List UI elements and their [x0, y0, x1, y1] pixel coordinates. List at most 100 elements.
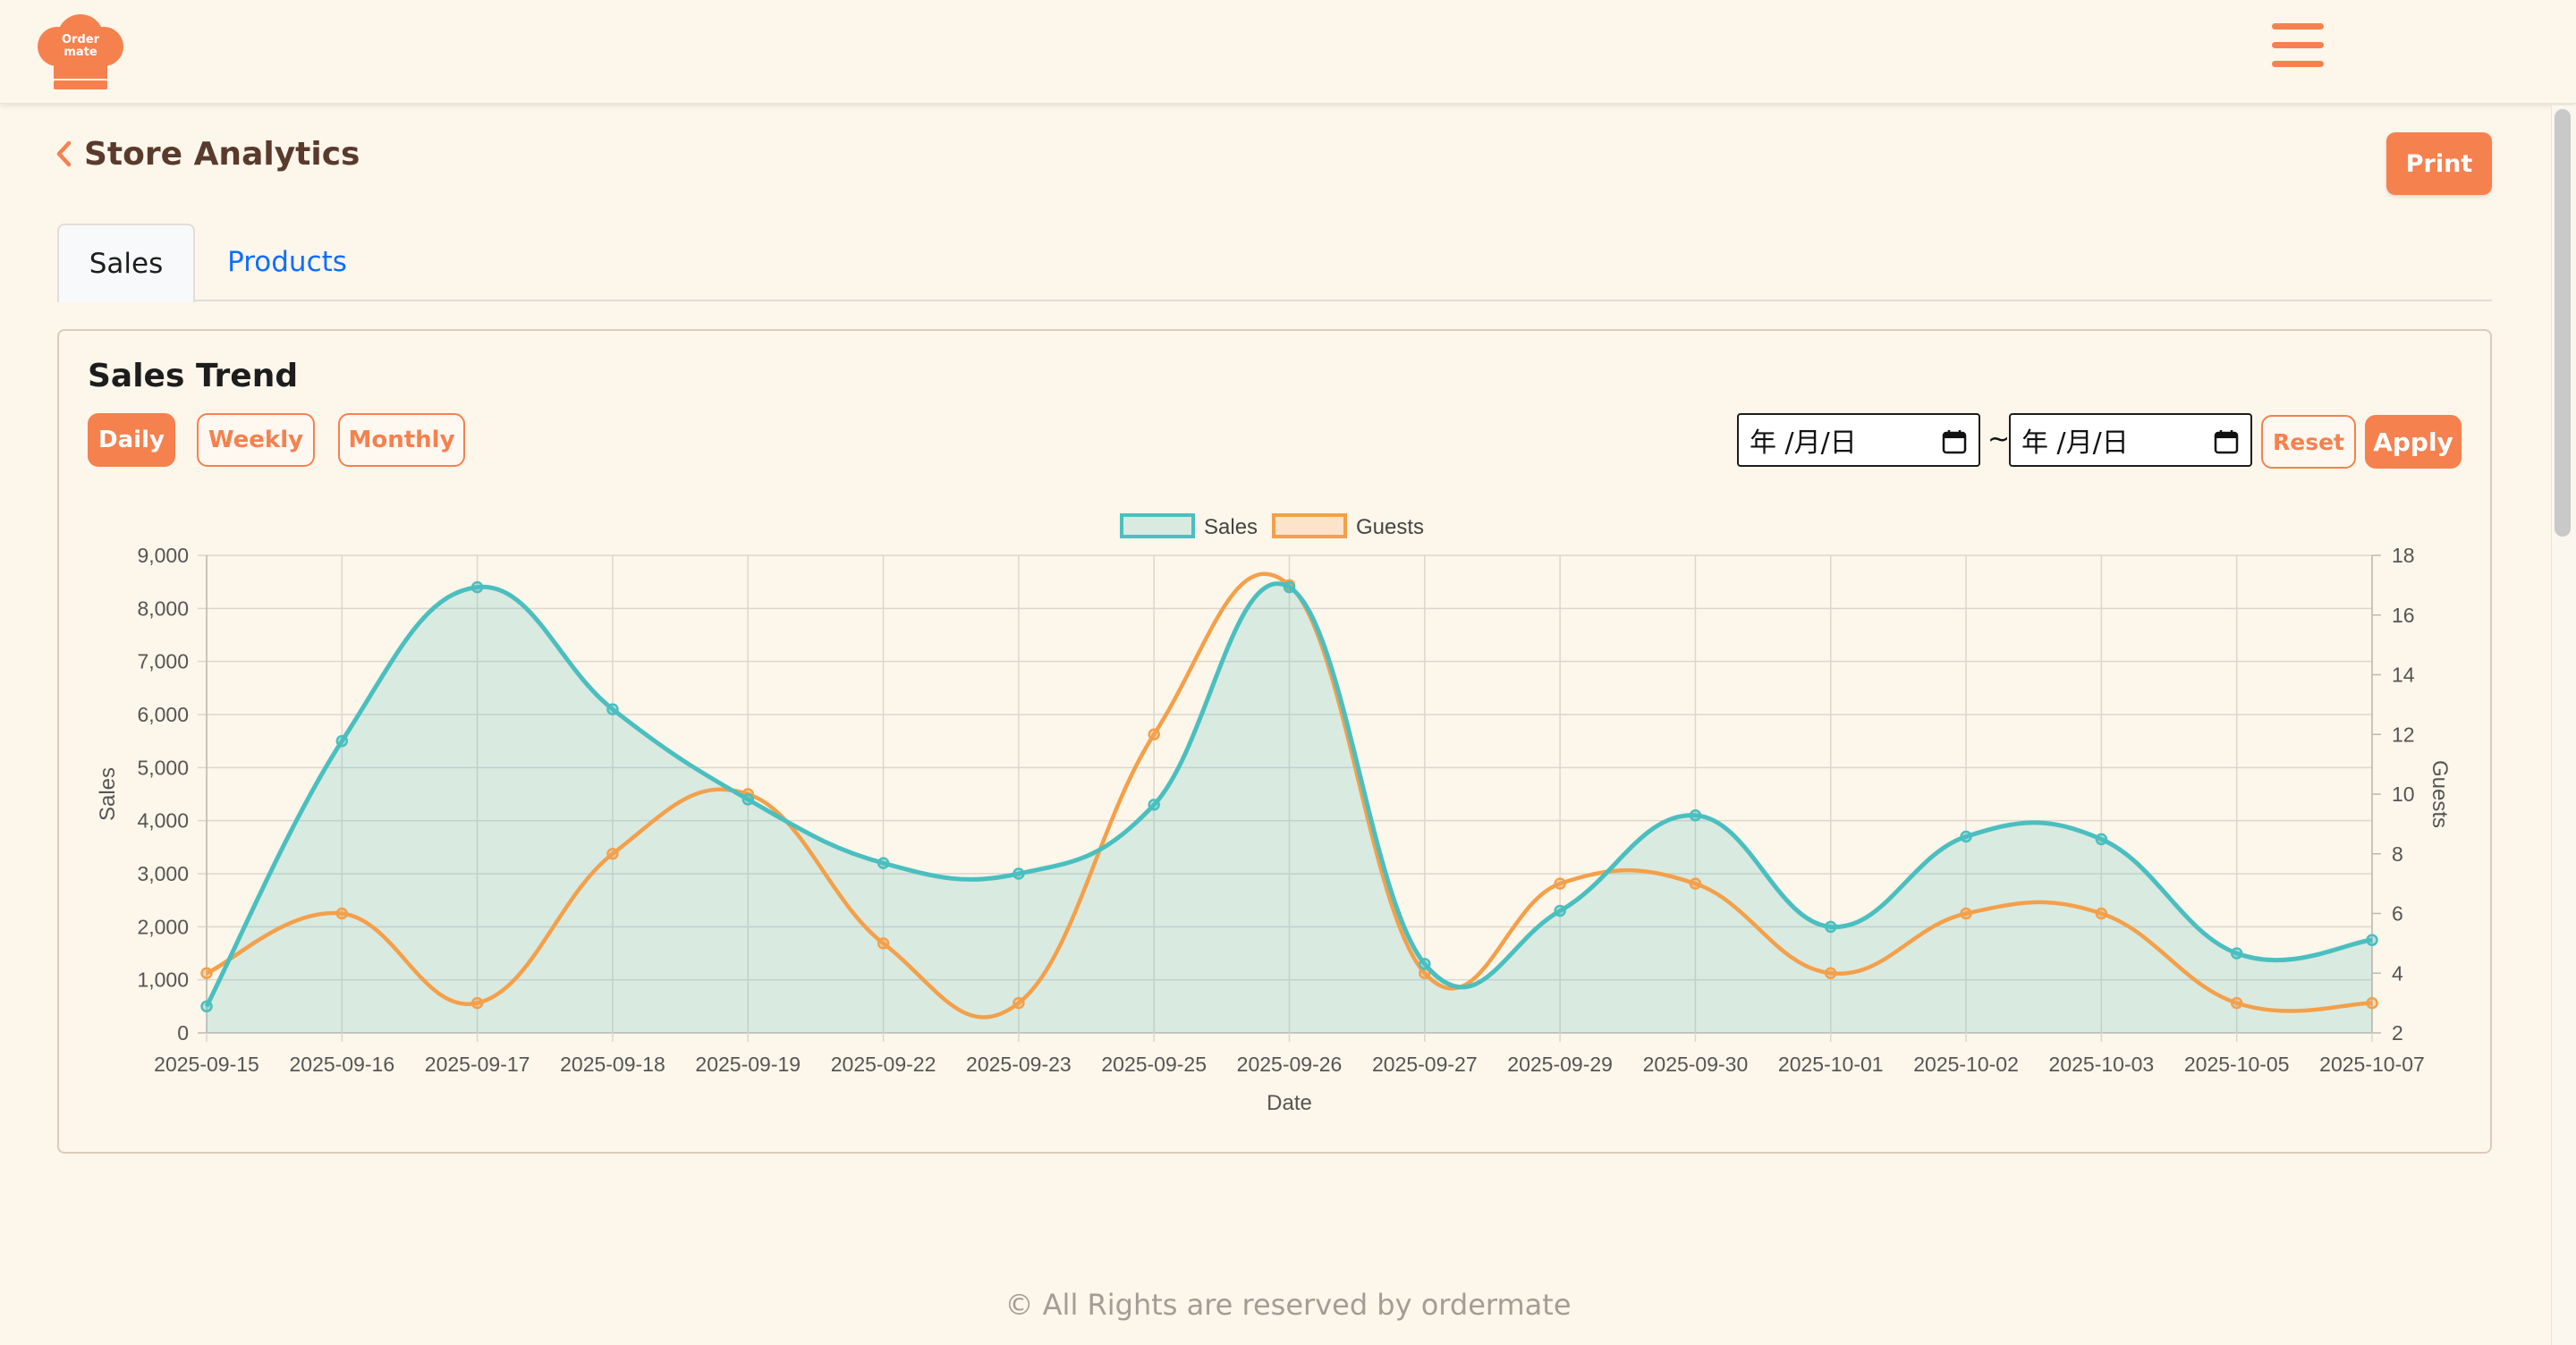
date-from-placeholder: 年 /月/日 [1750, 427, 1857, 459]
guests-data-point [1554, 877, 1566, 890]
sales-data-point [877, 857, 890, 869]
sales-data-point [335, 734, 349, 748]
period-monthly-button[interactable]: Monthly [338, 413, 465, 467]
calendar-icon[interactable] [1941, 428, 1968, 455]
card-title: Sales Trend [88, 358, 299, 394]
x-tick-label: 2025-09-29 [1507, 1053, 1613, 1076]
menu-icon[interactable] [2272, 23, 2326, 70]
sales-data-point [200, 1000, 213, 1013]
logo-text-line1: Order [62, 33, 99, 47]
scrollbar-thumb[interactable] [2555, 109, 2571, 537]
x-tick-label: 2025-09-25 [1101, 1053, 1207, 1076]
x-tick-label: 2025-09-23 [966, 1053, 1072, 1076]
x-tick-label: 2025-10-03 [2049, 1053, 2155, 1076]
y-tick-label: 5,000 [137, 756, 189, 779]
reset-button[interactable]: Reset [2261, 415, 2356, 469]
sales-data-point [1419, 958, 1431, 970]
guests-data-point [1825, 967, 1837, 979]
footer-copyright: © All Rights are reserved by ordermate [1004, 1288, 1572, 1322]
x-tick-label: 2025-09-30 [1643, 1053, 1749, 1076]
guests-data-point [335, 907, 349, 920]
x-tick-label: 2025-09-27 [1372, 1053, 1478, 1076]
legend-guests-swatch [1272, 513, 1347, 538]
calendar-icon[interactable] [2213, 428, 2240, 455]
guests-data-point [606, 848, 619, 860]
x-tick-label: 2025-09-22 [831, 1053, 936, 1076]
sales-data-point [741, 793, 754, 806]
x-tick-label: 2025-09-15 [154, 1053, 259, 1076]
legend-guests-label: Guests [1356, 515, 1424, 539]
guests-data-point [2095, 907, 2108, 920]
sales-data-point [2366, 934, 2378, 946]
y-tick-label: 7,000 [137, 650, 189, 673]
print-button[interactable]: Print [2386, 132, 2492, 195]
y2-tick-label: 4 [2392, 961, 2403, 985]
y2-tick-label: 10 [2392, 782, 2415, 806]
guests-data-point [1960, 907, 1972, 920]
guests-data-point [2230, 996, 2243, 1010]
ordermate-logo[interactable]: Order mate [34, 13, 127, 93]
y2-tick-label: 12 [2392, 723, 2415, 746]
sales-data-point [1825, 920, 1837, 934]
x-tick-label: 2025-10-07 [2319, 1053, 2425, 1076]
sales-data-point [2095, 833, 2108, 846]
chevron-left-icon [56, 140, 72, 167]
y-tick-label: 9,000 [137, 544, 189, 567]
sales-data-point [606, 703, 619, 715]
sales-data-point [1960, 830, 1972, 843]
y-tick-label: 1,000 [137, 969, 189, 992]
guests-data-point [1148, 728, 1160, 740]
sales-data-point [1554, 904, 1566, 918]
x-tick-label: 2025-09-18 [560, 1053, 665, 1076]
y-axis-title: Sales [96, 767, 120, 821]
sales-data-point [1013, 867, 1025, 880]
y-tick-label: 0 [177, 1021, 189, 1045]
y2-axis-title: Guests [2428, 760, 2452, 828]
legend-sales-swatch [1120, 513, 1195, 538]
date-to-placeholder: 年 /月/日 [2021, 427, 2129, 459]
sales-data-point [1283, 580, 1296, 594]
sales-series-line [204, 581, 2373, 1008]
x-axis-title: Date [1267, 1091, 1312, 1115]
logo-text: Order mate [34, 34, 127, 59]
date-from-input[interactable]: 年 /月/日 [1737, 413, 1980, 467]
page-title: Store Analytics [84, 135, 360, 173]
x-tick-label: 2025-10-05 [2184, 1053, 2290, 1076]
x-tick-label: 2025-09-19 [695, 1053, 801, 1076]
tab-sales[interactable]: Sales [57, 224, 195, 302]
back-link[interactable]: Store Analytics [55, 132, 360, 175]
top-navbar: Order mate [0, 0, 2576, 104]
y2-tick-label: 18 [2392, 544, 2415, 567]
guests-data-point [200, 967, 213, 979]
sales-data-point [2230, 947, 2243, 960]
period-daily-button[interactable]: Daily [88, 413, 175, 467]
x-tick-label: 2025-09-26 [1237, 1053, 1343, 1076]
y2-tick-label: 16 [2392, 604, 2415, 627]
sales-area-fill [207, 583, 2372, 1033]
apply-button[interactable]: Apply [2365, 415, 2462, 469]
date-range-separator: ~ [1987, 424, 2011, 455]
guests-data-point [1689, 877, 1702, 890]
x-tick-label: 2025-10-01 [1778, 1053, 1884, 1076]
x-tick-label: 2025-10-02 [1913, 1053, 2019, 1076]
sales-data-point [1148, 799, 1160, 811]
y2-tick-label: 2 [2392, 1021, 2403, 1045]
tabs-divider [57, 300, 2492, 301]
sales-data-point [470, 580, 484, 594]
y2-tick-label: 14 [2392, 664, 2415, 687]
sales-data-point [1689, 808, 1702, 822]
y-tick-label: 3,000 [137, 862, 189, 885]
guests-data-point [2366, 996, 2378, 1010]
y2-tick-label: 8 [2392, 842, 2403, 866]
x-tick-label: 2025-09-17 [425, 1053, 530, 1076]
y-tick-label: 2,000 [137, 915, 189, 938]
y-tick-label: 6,000 [137, 703, 189, 726]
logo-text-line2: mate [64, 46, 97, 59]
date-to-input[interactable]: 年 /月/日 [2009, 413, 2252, 467]
guests-data-point [1013, 996, 1025, 1010]
tab-products[interactable]: Products [227, 246, 347, 278]
guests-data-point [877, 937, 890, 950]
period-weekly-button[interactable]: Weekly [197, 413, 315, 467]
legend-sales-label: Sales [1204, 515, 1258, 539]
